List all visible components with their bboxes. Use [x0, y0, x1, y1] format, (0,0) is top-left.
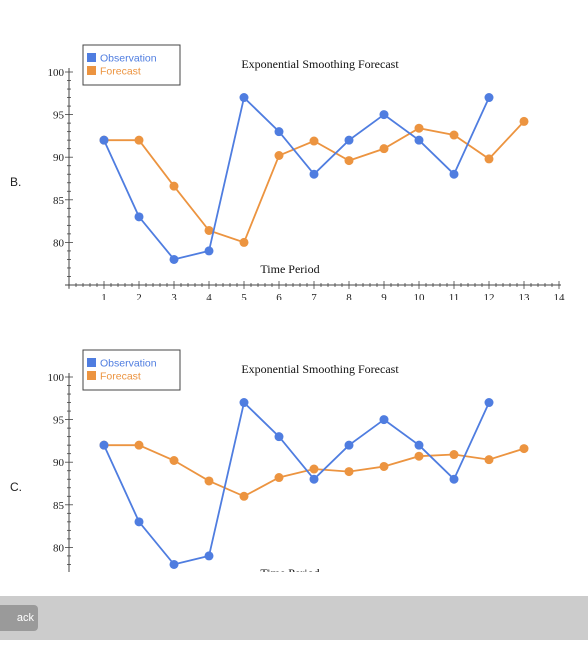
chart-c-series-0-point-4	[239, 398, 249, 408]
chart-c-title: Exponential Smoothing Forecast	[241, 362, 399, 376]
chart-b-x-label: Time Period	[260, 262, 319, 276]
chart-c-series-1-point-11	[484, 455, 494, 465]
chart-b-series-0-point-3	[204, 246, 214, 256]
chart-c-series-1-point-4	[239, 491, 249, 501]
chart-b-y-tick-label-85: 85	[53, 195, 65, 207]
chart-c-series-1-point-10	[449, 450, 459, 460]
chart-b-title: Exponential Smoothing Forecast	[241, 57, 399, 71]
chart-b-legend-box	[82, 44, 181, 86]
chart-b-series-1-point-7	[344, 156, 354, 166]
chart-c-series-0-point-6	[309, 474, 319, 484]
chart-c-legend-box	[82, 349, 181, 391]
chart-c-series-1-point-2	[169, 455, 179, 465]
chart-b-series-0-point-4	[239, 93, 249, 103]
chart-b-series-0-point-2	[169, 254, 179, 264]
chart-c-series-1-point-8	[379, 461, 389, 471]
chart-b-series-1-point-10	[449, 130, 459, 140]
chart-b-y-tick-label-100: 100	[48, 67, 65, 79]
chart-c-series-0-point-3	[204, 551, 214, 561]
chart-c-series-0-point-8	[379, 415, 389, 425]
chart-b-x-tick-label-13: 13	[519, 292, 531, 300]
chart-b-x-tick-label-7: 7	[311, 292, 317, 300]
chart-b-x-tick-label-9: 9	[381, 292, 387, 300]
chart-b-legend-label-1: Forecast	[100, 66, 141, 78]
chart-c: 80 85 90 95 100 Exponential Smoothing Forecas…	[0, 345, 588, 572]
chart-b-y-tick-label-90: 90	[53, 152, 65, 164]
chart-b-x-tick-label-3: 3	[171, 292, 177, 300]
chart-b-x-tick-label-4: 4	[206, 292, 212, 300]
chart-b-x-tick-label-12: 12	[484, 292, 495, 300]
chart-b: 80 85 90 95 100 1 2 3 4 5 6 7 8 9 10 11 12 13 14 Exponentia…	[0, 40, 588, 300]
chart-c-y-tick-label-80: 80	[53, 542, 65, 554]
chart-b-series-0-point-11	[484, 93, 494, 103]
chart-c-legend-swatch-1	[87, 371, 96, 380]
chart-b-x-tick-label-8: 8	[346, 292, 352, 300]
option-label-b: B.	[10, 175, 22, 189]
chart-b-series-1-point-5	[274, 150, 284, 160]
chart-b-series-1-point-8	[379, 144, 389, 154]
chart-b-x-tick-label-10: 10	[414, 292, 426, 300]
chart-b-series-0-point-1	[134, 212, 144, 222]
chart-b-series-1-point-4	[239, 237, 249, 247]
chart-c-series-1-point-3	[204, 476, 214, 486]
chart-b-series-1-point-1	[134, 135, 144, 145]
chart-b-series-0-point-9	[414, 135, 424, 145]
chart-c-svg: 80 85 90 95 100 Exponential Smoothing Forecas…	[48, 349, 529, 572]
chart-c-series-0-point-5	[274, 432, 284, 442]
chart-c-y-tick-label-90: 90	[53, 457, 65, 469]
chart-b-x-tick-label-14: 14	[554, 292, 566, 300]
back-button[interactable]: ack	[0, 605, 38, 631]
chart-b-series-1-point-12	[519, 116, 529, 126]
chart-b-x-tick-label-1: 1	[101, 292, 107, 300]
chart-b-y-tick-label-80: 80	[53, 237, 65, 249]
chart-c-series-1-point-5	[274, 473, 284, 483]
chart-b-x-tick-label-6: 6	[276, 292, 282, 300]
chart-b-legend-label-0: Observation	[100, 53, 157, 65]
chart-c-series-1-point-1	[134, 440, 144, 450]
chart-c-y-tick-label-95: 95	[53, 415, 65, 427]
chart-b-series-1-point-11	[484, 154, 494, 164]
chart-c-series-0-point-10	[449, 474, 459, 484]
chart-b-series-0-point-0	[99, 135, 109, 145]
chart-c-series-0-point-0	[99, 440, 109, 450]
chart-b-series-0-point-5	[274, 127, 284, 137]
chart-b-legend-swatch-1	[87, 66, 96, 75]
chart-c-series-1-point-7	[344, 467, 354, 477]
chart-b-series-0-point-8	[379, 110, 389, 120]
chart-b-y-tick-label-95: 95	[53, 110, 65, 122]
chart-c-legend-label-0: Observation	[100, 358, 157, 370]
chart-b-legend-swatch-0	[87, 53, 96, 62]
chart-b-series-0-point-7	[344, 135, 354, 145]
chart-b-x-tick-label-2: 2	[136, 292, 142, 300]
chart-c-y-tick-label-100: 100	[48, 372, 65, 384]
chart-b-series-line-0	[103, 95, 490, 261]
chart-b-series-1-point-3	[204, 225, 214, 235]
chart-b-series-0-point-10	[449, 169, 459, 179]
chart-c-series-0-point-7	[344, 440, 354, 450]
chart-c-series-0-point-2	[169, 559, 179, 569]
chart-b-x-tick-label-5: 5	[241, 292, 247, 300]
chart-c-series-line-0	[103, 400, 490, 566]
chart-c-series-0-point-1	[134, 517, 144, 527]
chart-b-series-1-point-2	[169, 181, 179, 191]
chart-c-x-label: Time Period	[260, 566, 319, 572]
chart-c-y-tick-label-85: 85	[53, 500, 65, 512]
chart-c-legend-label-1: Forecast	[100, 371, 141, 383]
chart-c-series-1-point-9	[414, 451, 424, 461]
chart-c-series-1-point-6	[309, 464, 319, 474]
chart-c-series-1-point-12	[519, 444, 529, 454]
chart-b-series-1-point-6	[309, 136, 319, 146]
bottom-bar: ack	[0, 596, 588, 640]
chart-c-legend-swatch-0	[87, 358, 96, 367]
chart-c-series-0-point-9	[414, 440, 424, 450]
chart-c-series-0-point-11	[484, 398, 494, 408]
chart-b-x-tick-label-11: 11	[449, 292, 460, 300]
chart-b-series-0-point-6	[309, 169, 319, 179]
option-label-c: C.	[10, 480, 22, 494]
chart-b-series-1-point-9	[414, 123, 424, 133]
